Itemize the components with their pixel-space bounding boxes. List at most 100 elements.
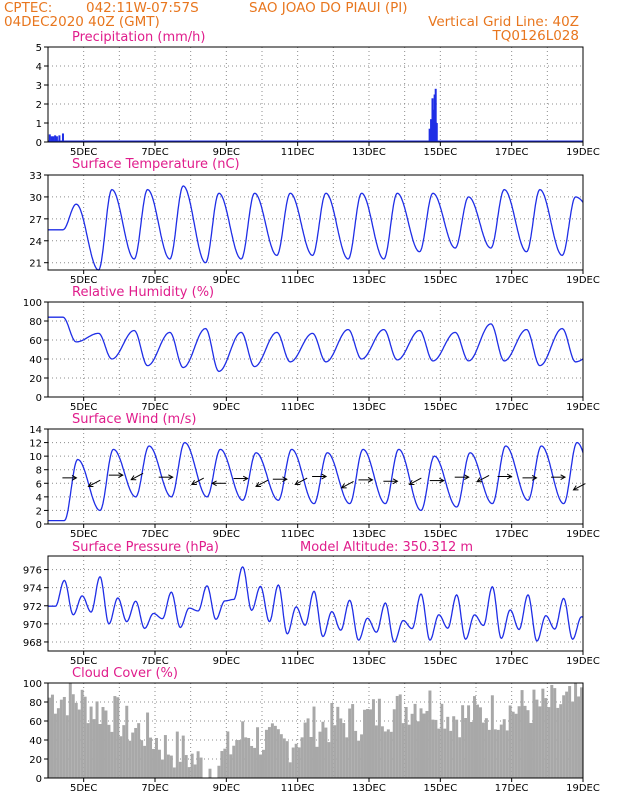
wind-arrow-head	[506, 473, 513, 480]
x-tick-label: 7DEC	[141, 783, 168, 794]
x-tick-label: 15DEC	[423, 402, 457, 413]
cloud-cover-bar	[330, 703, 334, 778]
y-tick-label: 80	[29, 698, 42, 709]
x-tick-label: 5DEC	[70, 656, 97, 667]
cloud-cover-bar	[71, 694, 75, 778]
x-tick-label: 17DEC	[495, 147, 529, 158]
cloud-cover-bar	[395, 695, 399, 778]
cloud-cover-bar	[324, 727, 328, 778]
cloud-cover-bar	[401, 723, 405, 778]
cloud-cover-bar	[371, 699, 375, 778]
y-tick-label: 27	[29, 215, 42, 226]
panel-humidity: Relative Humidity (%) 0 20 40 60 80 100 5DEC 7D…	[23, 285, 600, 413]
cloud-cover-bar	[374, 725, 378, 778]
wind-arrow-shaft	[341, 481, 354, 489]
cloud-cover-bar	[181, 735, 185, 778]
cloud-cover-bar	[550, 684, 554, 778]
cloud-cover-bar	[333, 725, 337, 778]
cloud-cover-bar	[348, 708, 352, 778]
wind-arrow-shaft	[295, 477, 308, 485]
header-coords: 042:11W-07:57S	[86, 0, 199, 16]
wind-arrow-shaft	[476, 474, 490, 483]
cloud-cover-bar	[65, 715, 69, 778]
cloud-cover-bar	[473, 696, 476, 778]
cloud-cover-bar	[508, 705, 512, 778]
precipitation-bar	[432, 109, 435, 142]
wind-arrow-head	[282, 476, 288, 483]
wind-arrow-head	[572, 485, 579, 491]
y-tick-label: 2	[36, 100, 42, 111]
cloud-cover-bar	[95, 701, 99, 778]
wind-arrow-shaft	[255, 479, 269, 487]
plot-frame	[47, 301, 584, 398]
wind-arrow-head	[340, 483, 347, 489]
cloud-cover-bar	[425, 710, 429, 778]
cloud-cover-bar	[229, 754, 233, 778]
wind-arrow-head	[118, 472, 124, 478]
cloud-cover-bar	[532, 689, 536, 778]
x-tick-label: 19DEC	[566, 529, 600, 540]
cloud-cover-bar	[220, 751, 224, 778]
series-line	[48, 441, 584, 522]
cloud-cover-bar	[354, 730, 358, 778]
cloud-cover-bar	[187, 767, 191, 778]
wind-arrow-head	[531, 475, 538, 481]
cloud-cover-bar	[520, 690, 524, 778]
cloud-cover-bar	[413, 703, 417, 778]
wind-arrow-head	[168, 474, 174, 481]
cloud-cover-bar	[235, 740, 239, 778]
panel-precipitation: Precipitation (mm/h) 0 1 2 3 4 5 5DEC 7DEC 9DEC 1…	[36, 30, 600, 158]
y-tick-label: 0	[36, 520, 42, 531]
x-tick-label: 11DEC	[281, 275, 315, 286]
cloud-cover-bar	[336, 706, 340, 778]
precipitation-bar	[433, 94, 436, 142]
cloud-cover-bar	[77, 709, 81, 778]
x-tick-label: 9DEC	[213, 783, 240, 794]
cloud-cover-bar	[137, 723, 141, 778]
cloud-cover-bar	[526, 710, 530, 778]
cloud-cover-bar	[481, 722, 485, 778]
cloud-cover-bar	[270, 723, 274, 778]
cloud-cover-bar	[351, 704, 355, 778]
cloud-cover-bar	[357, 740, 361, 778]
wind-arrow-head	[560, 474, 567, 481]
y-tick-label: 976	[23, 566, 42, 577]
y-tick-label: 60	[29, 336, 42, 347]
cloud-cover-bar	[443, 728, 447, 778]
cloud-cover-bar	[101, 707, 105, 778]
y-tick-label: 8	[36, 466, 42, 477]
cloud-cover-bar	[574, 683, 578, 778]
cloud-cover-bar	[155, 737, 158, 778]
cloud-cover-bar	[267, 727, 271, 778]
cloud-cover-bar	[535, 699, 539, 778]
cloud-cover-bar	[131, 732, 135, 778]
cloud-cover-bar	[149, 737, 153, 778]
cloud-cover-bar	[464, 718, 468, 778]
cloud-cover-bar	[285, 741, 289, 778]
cloud-cover-bar	[502, 719, 506, 778]
cloud-cover-bar	[369, 709, 372, 778]
x-tick-label: 19DEC	[566, 275, 600, 286]
cloud-cover-bar	[529, 722, 533, 778]
cloud-cover-bar	[517, 706, 521, 778]
cloud-cover-bar	[288, 762, 292, 778]
cloud-cover-bar	[110, 731, 114, 778]
cloud-cover-bar	[157, 749, 161, 778]
wind-arrow-shaft	[88, 479, 101, 487]
y-tick-label: 972	[23, 602, 42, 613]
cloud-cover-bar	[568, 686, 572, 778]
header-model-code: TQ0126L028	[491, 28, 579, 44]
cloud-cover-bar	[499, 724, 503, 778]
cloud-cover-bar	[119, 736, 123, 778]
precipitation-bar	[434, 88, 437, 142]
y-tick-label: 100	[23, 679, 42, 690]
cloud-cover-title: Cloud Cover (%)	[72, 666, 178, 681]
x-tick-label: 9DEC	[213, 656, 240, 667]
cloud-cover-bar	[389, 731, 393, 778]
cloud-cover-bar	[232, 745, 236, 778]
x-tick-label: 5DEC	[70, 402, 97, 413]
cloud-cover-bar	[360, 734, 364, 778]
y-tick-label: 33	[29, 171, 42, 182]
cloud-cover-bar	[184, 755, 188, 778]
cloud-cover-bar	[303, 722, 307, 778]
